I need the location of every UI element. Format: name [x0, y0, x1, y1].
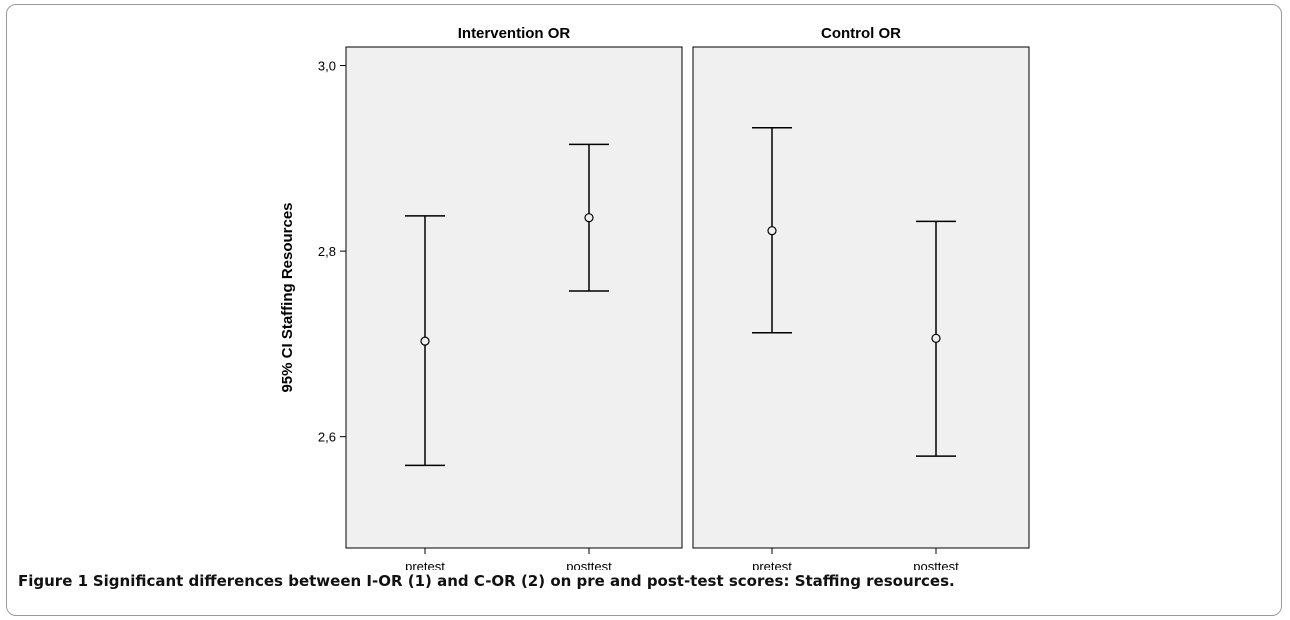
figure-caption: Figure 1 Significant differences between…	[18, 572, 1218, 590]
figure-frame	[6, 4, 1282, 616]
mean-point	[584, 213, 594, 223]
caption-text: Significant differences between I-OR (1)…	[92, 572, 955, 590]
mean-point	[931, 333, 941, 343]
panel-1	[345, 46, 683, 549]
panel-title: Control OR	[821, 25, 901, 42]
errorbar-chart: 95% CI Staffing Resources 2,6 2,8 3,0 Inter…	[279, 25, 1030, 570]
y-tick-label: 2,8	[318, 244, 336, 259]
panel-title: Intervention OR	[458, 25, 571, 42]
y-tick-label: 3,0	[318, 59, 336, 74]
y-tick-label: 2,6	[318, 430, 336, 445]
x-tick-label: pretest	[405, 559, 445, 570]
mean-point	[767, 226, 777, 236]
x-tick-label: pretest	[752, 559, 792, 570]
mean-point	[420, 336, 430, 346]
x-tick-label: posttest	[913, 559, 959, 570]
caption-label: Figure 1	[18, 572, 89, 590]
panel-2	[692, 46, 1030, 549]
y-axis-label: 95% CI Staffing Resources	[279, 202, 296, 392]
x-tick-label: posttest	[566, 559, 612, 570]
